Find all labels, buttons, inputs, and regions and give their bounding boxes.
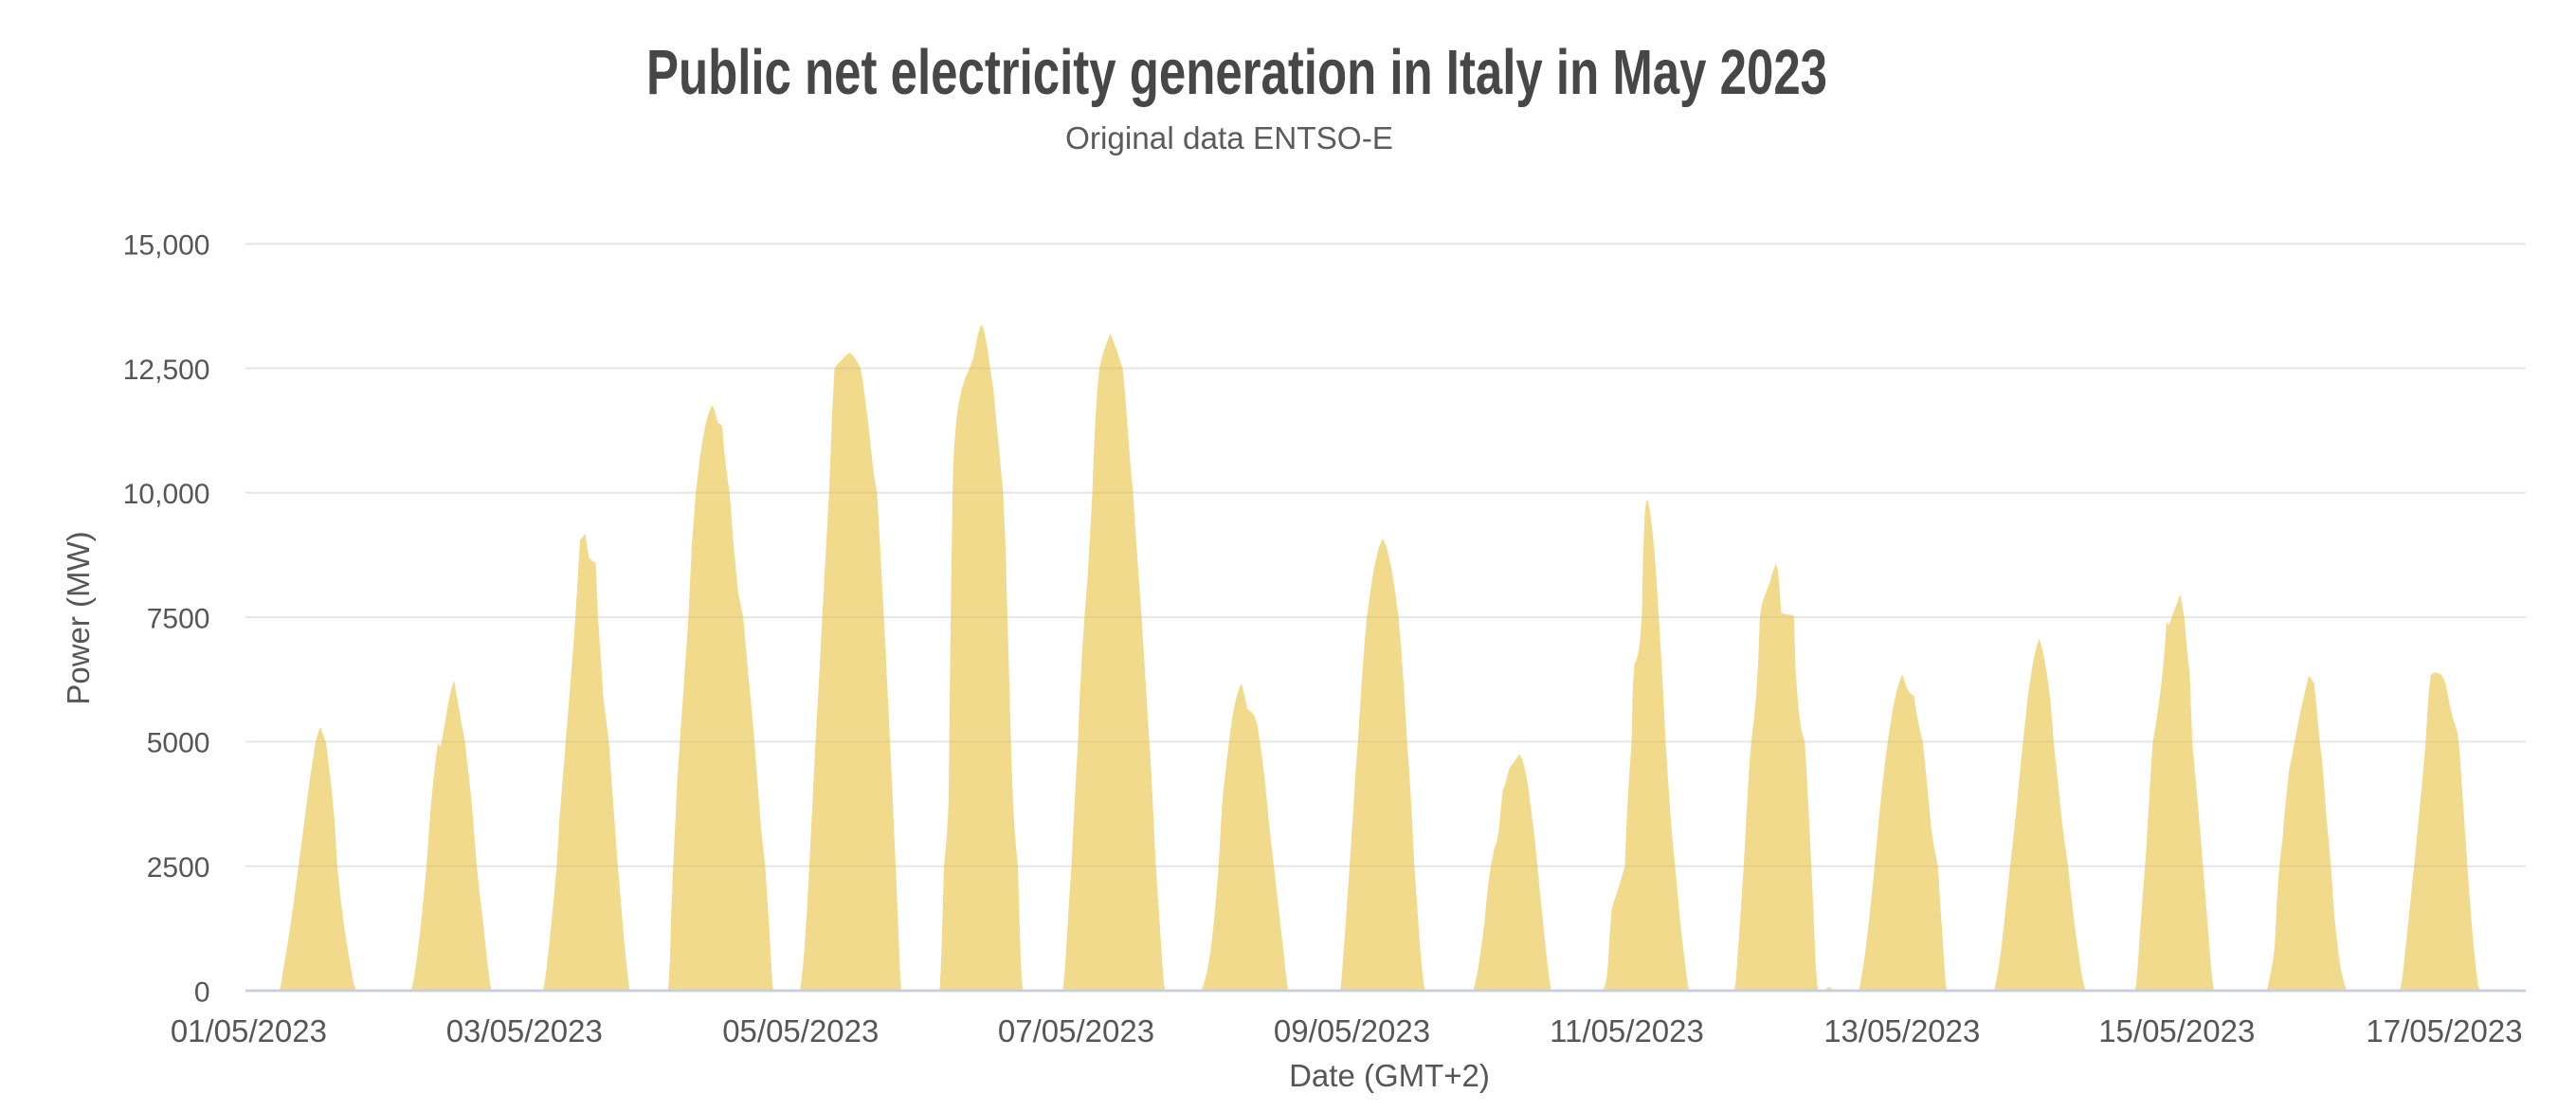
svg-text:01/05/2023: 01/05/2023 <box>171 1013 327 1048</box>
svg-text:09/05/2023: 09/05/2023 <box>1274 1013 1430 1048</box>
svg-text:Public net electricity generat: Public net electricity generation in Ita… <box>646 37 1827 108</box>
svg-text:17/05/2023: 17/05/2023 <box>2366 1013 2522 1048</box>
svg-text:15,000: 15,000 <box>123 230 210 262</box>
svg-text:07/05/2023: 07/05/2023 <box>998 1013 1154 1048</box>
svg-text:15/05/2023: 15/05/2023 <box>2098 1013 2255 1048</box>
svg-text:10,000: 10,000 <box>123 479 210 510</box>
svg-text:7500: 7500 <box>147 603 210 634</box>
svg-text:13/05/2023: 13/05/2023 <box>1823 1013 1980 1048</box>
svg-text:Power (MW): Power (MW) <box>61 531 96 704</box>
svg-text:05/05/2023: 05/05/2023 <box>722 1013 879 1048</box>
svg-text:Date (GMT+2): Date (GMT+2) <box>1289 1058 1490 1093</box>
svg-text:2500: 2500 <box>147 852 210 884</box>
svg-text:0: 0 <box>194 976 210 1008</box>
svg-text:5000: 5000 <box>147 728 210 759</box>
svg-text:Original data ENTSO-E: Original data ENTSO-E <box>1065 120 1393 155</box>
svg-text:12,500: 12,500 <box>123 355 210 386</box>
svg-text:11/05/2023: 11/05/2023 <box>1550 1013 1704 1048</box>
svg-text:03/05/2023: 03/05/2023 <box>446 1013 603 1048</box>
